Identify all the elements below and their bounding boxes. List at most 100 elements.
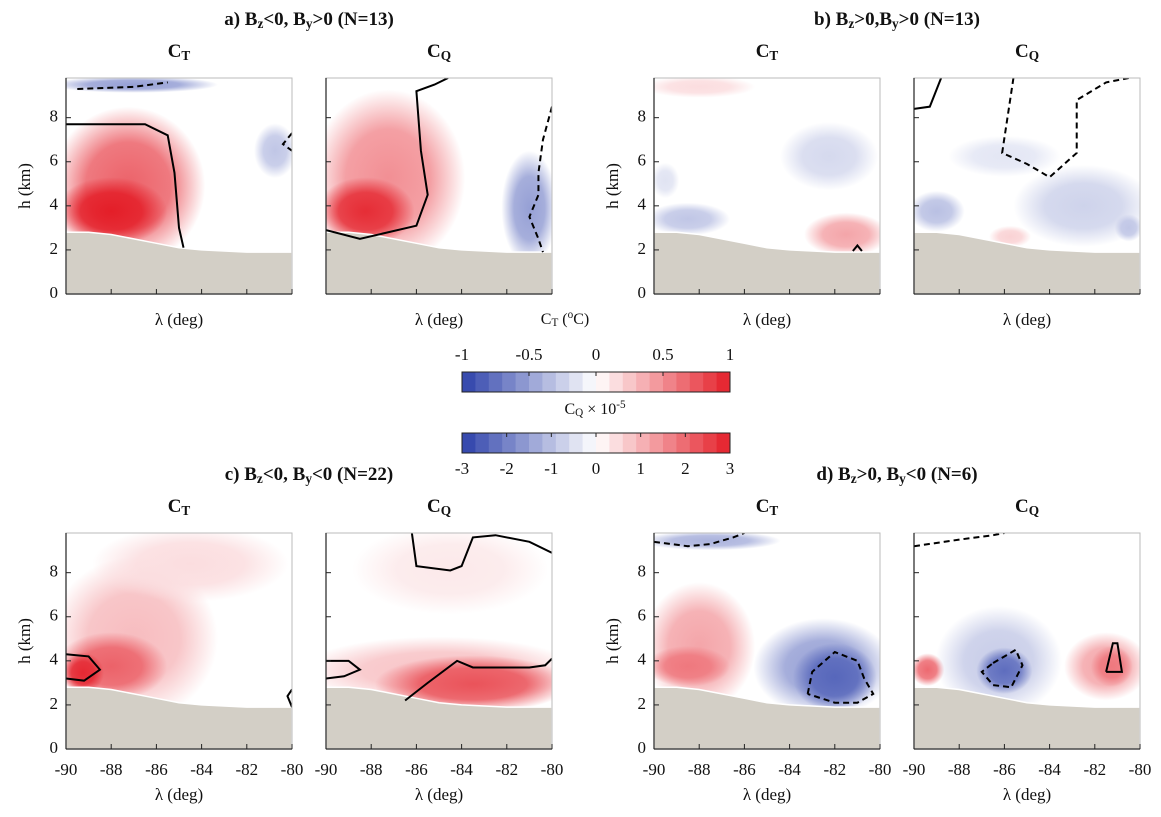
colorbar-label: CQ × 10-5 [564, 399, 626, 419]
text-part: y [899, 471, 906, 486]
colorbar-step [475, 372, 490, 392]
text-part: o [568, 309, 574, 321]
x-tick-label: -84 [778, 760, 801, 779]
anomaly [654, 533, 781, 551]
panel-title: CQ [427, 41, 451, 63]
panel-title: CT [756, 41, 779, 63]
anomaly [654, 202, 730, 236]
contour-line [326, 78, 449, 240]
colorbar-tick-label: 0.5 [652, 345, 673, 364]
anomaly [352, 533, 549, 615]
text-part: Q [1029, 503, 1039, 518]
plot-area [326, 533, 552, 749]
y-tick-label: 6 [50, 151, 59, 170]
contour-line [914, 78, 943, 110]
colorbar-step [555, 433, 570, 453]
x-tick-label: -86 [405, 760, 428, 779]
text-part: z [257, 471, 263, 486]
colorbar-step [622, 372, 637, 392]
text-part: ( [558, 311, 567, 328]
y-tick-label: 0 [638, 283, 647, 302]
anomaly [914, 190, 965, 232]
text-part: <0 (N=6) [906, 464, 978, 485]
colorbar-label: CT (oC) [541, 309, 589, 329]
y-tick-label: 2 [638, 694, 647, 713]
colorbar-step [542, 372, 557, 392]
anomaly [780, 122, 879, 191]
text-part: -5 [616, 399, 626, 411]
text-part: T [181, 48, 190, 63]
anomaly [1090, 645, 1133, 687]
x-axis-label: λ (deg) [743, 785, 791, 804]
contour-line [852, 243, 863, 252]
text-part: y [305, 471, 312, 486]
colorbar-step [649, 433, 664, 453]
x-tick-label: -84 [190, 760, 213, 779]
terrain [914, 231, 1140, 294]
colorbar-step [542, 433, 557, 453]
plot-area [66, 533, 292, 749]
x-tick-label: -88 [360, 760, 383, 779]
group-title: b) Bz>0,By>0 (N=13) [814, 9, 980, 31]
x-tick-label: -88 [948, 760, 971, 779]
contour-line [980, 648, 1024, 689]
panel-title: CQ [427, 496, 451, 518]
colorbar-step [622, 433, 637, 453]
panel-title: CQ [1015, 41, 1039, 63]
group-title: c) Bz<0, By<0 (N=22) [225, 464, 394, 486]
y-axis-label: h (km) [15, 163, 34, 209]
colorbar-step [596, 372, 610, 392]
y-tick-label: 2 [50, 694, 59, 713]
x-tick-label: -84 [1038, 760, 1061, 779]
x-tick-label: -80 [541, 760, 564, 779]
colorbar-step [596, 433, 610, 453]
x-tick-label: -80 [281, 760, 304, 779]
colorbar-step [569, 433, 584, 453]
y-tick-label: 2 [638, 239, 647, 258]
colorbar-tick-label: 2 [681, 459, 690, 478]
colorbar-tick-label: -3 [455, 459, 469, 478]
text-part: C [756, 496, 770, 517]
x-tick-label: -80 [1129, 760, 1152, 779]
panel-title: CT [168, 41, 191, 63]
terrain [654, 686, 880, 749]
colorbar-step [676, 433, 691, 453]
y-tick-label: 4 [638, 195, 647, 214]
x-tick-label: -90 [315, 760, 338, 779]
contour-line [404, 657, 552, 702]
anomaly [501, 150, 552, 266]
text-part: c) B [225, 464, 258, 485]
text-part: d) B [816, 464, 851, 485]
y-tick-label: 6 [50, 606, 59, 625]
y-axis-label: h (km) [603, 163, 622, 209]
text-part: C [756, 41, 770, 62]
colorbar-step [502, 372, 517, 392]
contour-line [914, 533, 1005, 548]
colorbar-step [689, 433, 704, 453]
colorbar-step [636, 372, 651, 392]
text-part: T [769, 503, 778, 518]
colorbar-tick-label: -2 [500, 459, 514, 478]
text-part: >0, B [857, 464, 900, 485]
x-axis-label: λ (deg) [1003, 785, 1051, 804]
text-part: T [181, 503, 190, 518]
y-tick-label: 4 [638, 650, 647, 669]
colorbar-step [636, 433, 651, 453]
colorbar-step [462, 372, 476, 392]
x-axis-label: λ (deg) [415, 785, 463, 804]
text-part: >0,B [854, 9, 892, 30]
colorbar-step [582, 433, 597, 453]
plot-area [66, 78, 292, 294]
text-part: <0, B [263, 464, 306, 485]
colorbar-step [582, 372, 597, 392]
x-tick-label: -82 [1083, 760, 1106, 779]
anomaly [976, 647, 1033, 694]
plot-area [914, 78, 1140, 294]
colorbar-step [502, 433, 517, 453]
colorbar-step [515, 433, 530, 453]
colorbar-step [488, 433, 503, 453]
x-tick-label: -86 [733, 760, 756, 779]
panel-title: CQ [1015, 496, 1039, 518]
contour-line [1105, 642, 1124, 673]
colorbar-step [515, 372, 530, 392]
